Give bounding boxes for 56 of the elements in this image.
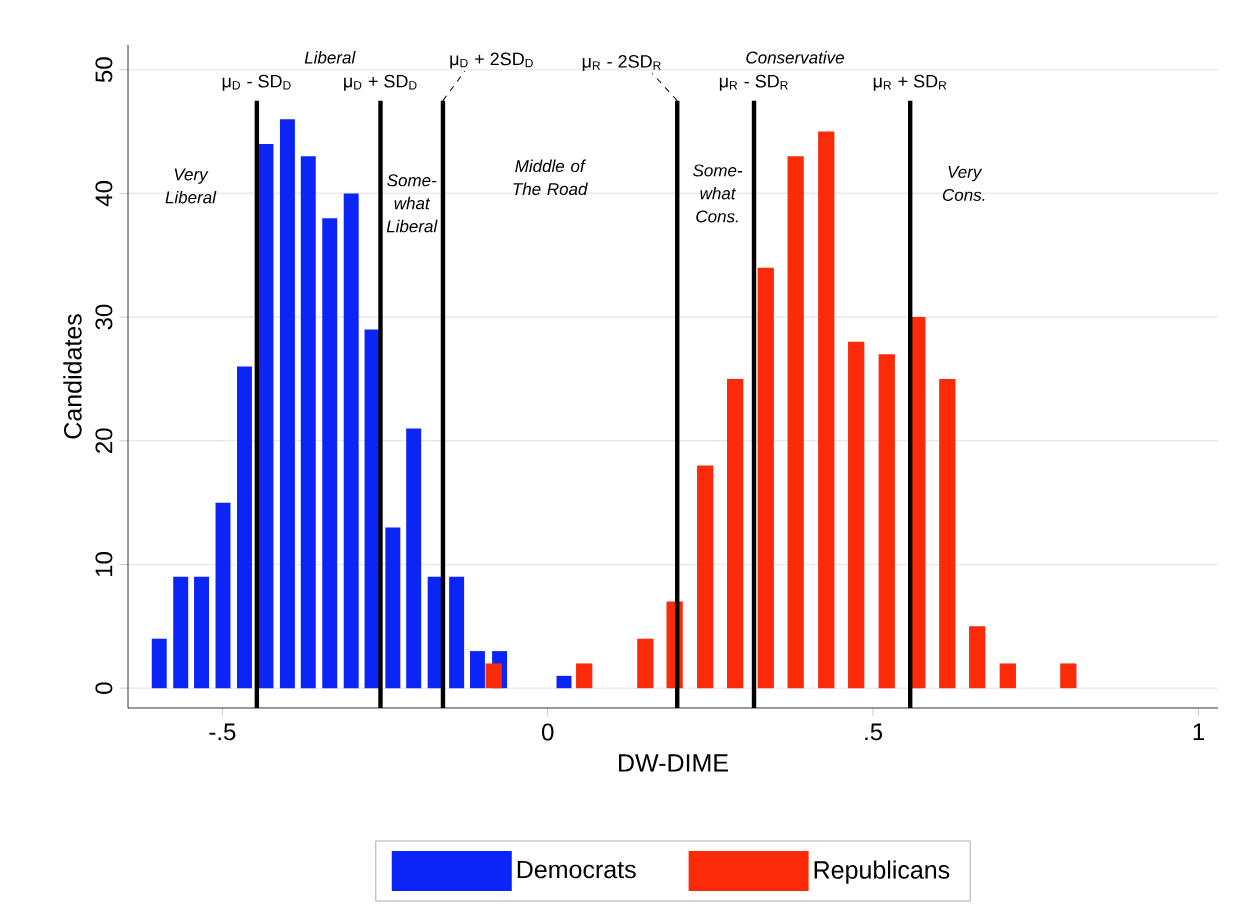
x-axis-title: DW-DIME xyxy=(619,754,728,772)
bar xyxy=(757,267,774,689)
bar xyxy=(727,378,744,689)
y-tick-label: 0 xyxy=(95,682,113,694)
bar xyxy=(697,465,714,689)
annotation: Middle of The Road xyxy=(513,159,588,196)
bar xyxy=(1060,663,1077,689)
ref-line-label: μ$_{D}$ + 2SD$_{D}$ xyxy=(450,52,533,69)
bar xyxy=(449,576,465,689)
bar xyxy=(173,576,189,689)
ref-line-label: μ$_{D}$ + SD$_{D}$ xyxy=(344,74,417,91)
y-tick-label: 30 xyxy=(95,304,113,330)
bar xyxy=(237,366,252,689)
annotation: Conservative xyxy=(746,51,844,64)
x-tick-label: .5 xyxy=(865,723,883,741)
bar xyxy=(215,502,231,689)
bar xyxy=(939,378,956,689)
y-tick-label: 20 xyxy=(95,428,113,453)
bar xyxy=(300,156,316,689)
x-tick-label: 1 xyxy=(1193,723,1204,741)
bar xyxy=(999,663,1016,689)
y-axis-title: Candidates xyxy=(63,314,82,439)
ref-line-label: μ$_{R}$ - SD$_{R}$ xyxy=(719,74,788,91)
bar xyxy=(787,156,804,689)
legend-label: Democrats xyxy=(517,860,636,879)
bar xyxy=(258,143,274,689)
bar xyxy=(322,218,338,689)
bar xyxy=(848,341,865,689)
bar xyxy=(969,626,986,689)
y-tick-label: 10 xyxy=(95,552,113,577)
bar xyxy=(151,638,167,689)
ref-line-label: μ$_{R}$ - 2SD$_{R}$ xyxy=(582,55,661,72)
bar xyxy=(556,675,572,689)
bar xyxy=(194,576,210,689)
y-tick-label: 40 xyxy=(95,181,113,207)
annotation: Some-what Cons. xyxy=(693,164,743,223)
x-tick-label: -.5 xyxy=(209,723,236,741)
annotation: Very Liberal xyxy=(165,168,217,204)
x-tick-label: 0 xyxy=(542,723,554,741)
ref-line-label: μ$_{R}$ + SD$_{R}$ xyxy=(873,74,947,91)
bar xyxy=(469,651,485,689)
bar xyxy=(637,638,654,689)
bar xyxy=(576,663,593,689)
ref-line-label: μ$_{D}$ - SD$_{D}$ xyxy=(222,74,291,91)
bar xyxy=(406,428,422,689)
annotation: Some-what Liberal xyxy=(386,174,438,233)
bar xyxy=(878,354,895,689)
annotation: Very Cons. xyxy=(942,166,985,201)
y-tick-label: 50 xyxy=(95,57,113,83)
bar xyxy=(279,119,295,689)
legend-label: Republicans xyxy=(814,860,950,884)
annotation: Liberal xyxy=(304,51,356,64)
bar xyxy=(485,663,502,689)
bar xyxy=(818,131,835,689)
bar xyxy=(343,193,359,689)
bar xyxy=(385,527,401,689)
